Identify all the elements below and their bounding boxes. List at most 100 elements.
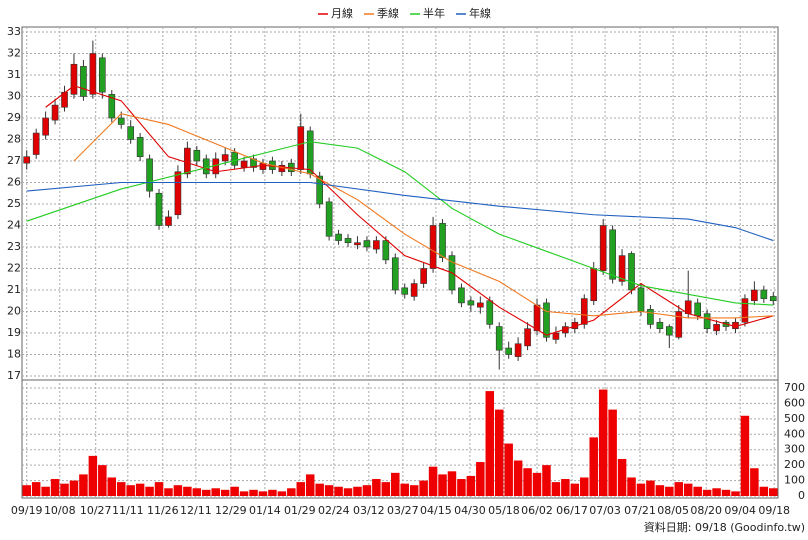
y-tick-label: 27 [7,154,21,167]
volume-bar [721,489,731,496]
candle-body [751,289,758,302]
x-tick-label: 07/21 [624,504,656,517]
volume-bar [334,486,343,496]
volume-tick-label: 500 [784,412,805,425]
volume-bar [220,489,230,496]
x-tick-label: 08/20 [690,504,722,517]
candle-body [325,201,333,237]
candle-body [477,302,484,308]
volume-bar [372,479,381,496]
volume-bar [192,488,202,496]
volume-bar [693,486,702,496]
volume-bar [683,483,693,496]
volume-bar [239,491,249,496]
candle-body [590,268,598,302]
volume-bar [60,483,69,496]
volume-bar [31,482,41,496]
ma-line [73,113,774,319]
candle-body [599,225,607,271]
candle-body [458,287,465,304]
candle-body [552,332,560,340]
candle-body [675,311,683,338]
candle-body [165,216,172,226]
volume-bar [400,483,409,496]
volume-bar [154,482,164,496]
volume-bar [305,474,315,496]
candle-body [647,309,654,325]
y-tick-label: 20 [7,305,21,318]
candle-body [99,57,106,93]
candle-body [184,147,191,175]
y-tick-label: 22 [7,262,21,275]
ma-line [26,141,774,306]
volume-bar [296,482,306,496]
y-tick-label: 21 [7,283,21,296]
volume-bar [287,488,296,496]
x-tick-label: 07/03 [589,504,621,517]
y-tick-label: 17 [7,369,21,382]
volume-bar [504,443,513,496]
candle-body [439,223,446,259]
candle-body [146,158,153,192]
volume-bar [561,479,570,496]
x-tick-label: 03/12 [353,504,385,517]
x-tick-label: 11/11 [112,504,144,517]
volume-bar [324,485,334,496]
legend-label: 半年 [423,6,445,20]
y-tick-label: 18 [7,348,21,361]
x-tick-label: 09/18 [758,504,790,517]
x-tick-label: 01/29 [284,504,316,517]
candle-body [306,130,314,175]
volume-bar [362,485,372,496]
x-tick-label: 04/30 [454,504,486,517]
candle-body [486,300,494,325]
candle-body [221,154,229,162]
volume-bar [476,462,485,496]
candle-body [89,53,97,95]
x-tick-label: 09/04 [724,504,756,517]
candle-body [344,238,352,243]
candle-body [429,225,437,269]
legend-label: 月線 [331,6,353,20]
x-tick-label: 10/27 [80,504,112,517]
candle-body [410,283,418,297]
volume-bar [164,488,173,496]
x-tick-label: 11/26 [147,504,179,517]
volume-bar [542,465,551,496]
candle-body [42,117,49,136]
y-tick-label: 23 [7,240,21,253]
candle-body [70,63,78,95]
x-tick-label: 10/08 [44,504,76,517]
x-tick-label: 01/14 [249,504,281,517]
ma-line [26,181,774,242]
volume-bar [769,488,778,496]
volume-bar [580,477,589,496]
candle-body [117,117,125,125]
volume-bar [447,471,457,496]
candle-body [108,94,116,119]
volume-bar [665,486,674,496]
x-tick-label: 12/29 [215,504,247,517]
volume-bar [211,488,220,496]
y-tick-label: 28 [7,133,21,146]
volume-bar [636,483,646,496]
plot-frame [21,26,779,499]
legend-label: 季線 [377,6,399,20]
candle-body [495,326,503,351]
volume-bar [202,489,211,496]
volume-bar [655,485,665,496]
volume-bar [343,488,353,496]
x-tick-label: 04/15 [420,504,452,517]
volume-bar [268,489,277,496]
candle-body [401,287,409,295]
volume-bar [98,465,107,496]
x-tick-label: 09/19 [11,504,43,517]
volume-bar [79,474,88,496]
volume-bar [391,472,400,496]
candle-body [741,298,749,323]
y-tick-label: 24 [7,219,21,232]
candle-body [760,289,768,299]
candle-body [713,324,720,332]
volume-bar [485,391,495,496]
volume-bar [466,475,476,496]
